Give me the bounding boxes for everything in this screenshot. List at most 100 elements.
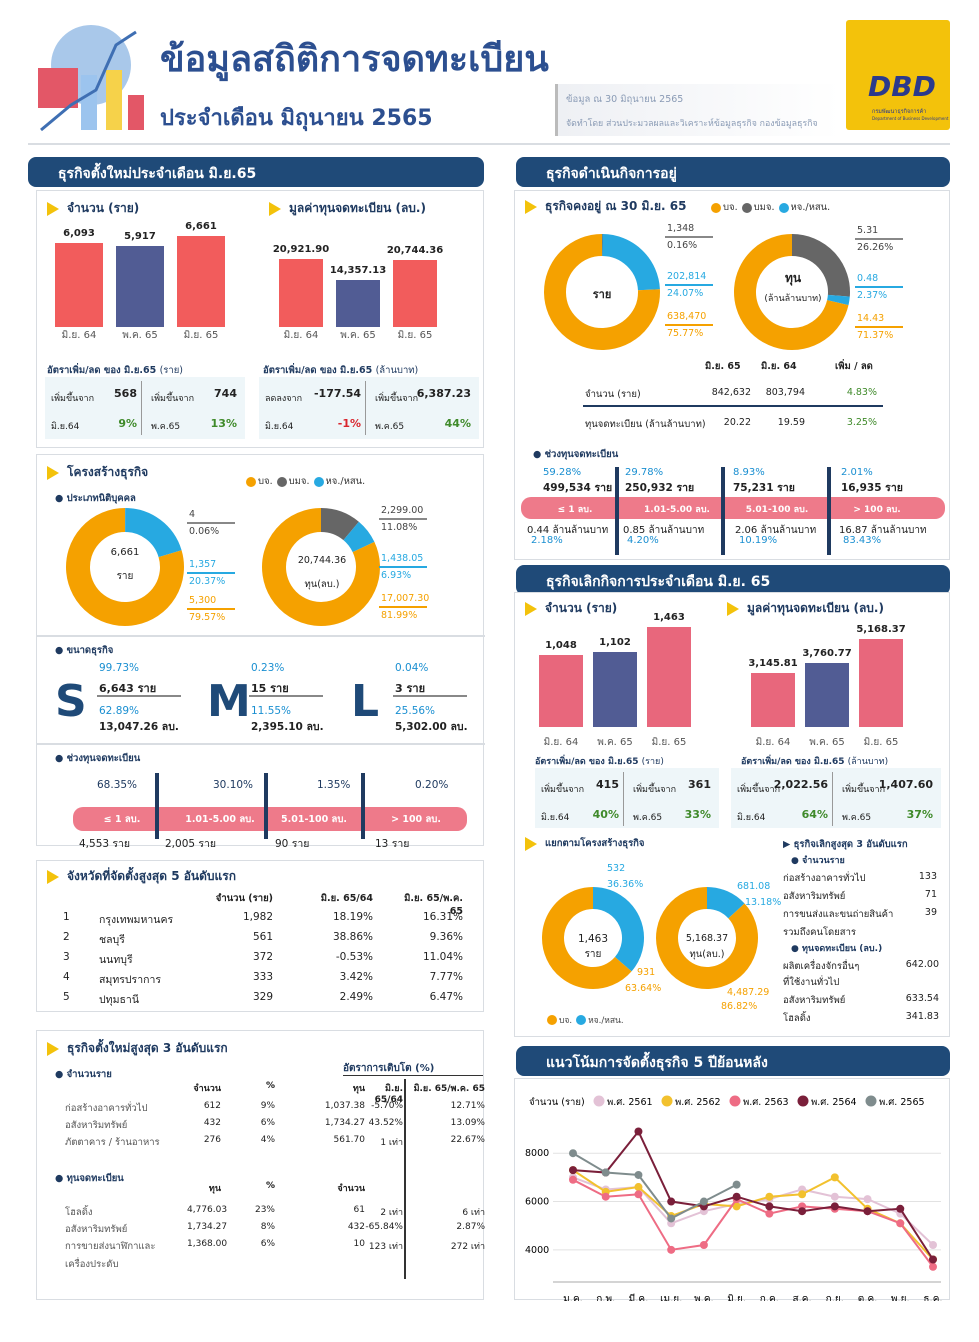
bar-value-label: 6,661 (185, 220, 217, 232)
business-name: อสังหาริมทรัพย์ (65, 1120, 128, 1131)
table-cell: 10 (353, 1239, 365, 1249)
table-cell: -65.84% (365, 1222, 403, 1232)
donut-value-label: 2,299.00 (381, 505, 424, 516)
closed-rate-box-count: เพิ่มขึ้นจาก 415 มิ.ย.64 40% เพิ่มขึ้นจาก 361… (535, 768, 719, 828)
range-capital: 2.06 ล้านล้านบาท (735, 525, 817, 536)
bar (539, 655, 583, 727)
data-point (929, 1262, 937, 1271)
section-title: ● จำนวนราย (55, 1069, 112, 1080)
data-point (699, 1197, 708, 1206)
table-cell: 22.67% (450, 1135, 485, 1145)
business-name: อสังหาริมทรัพย์ (65, 1224, 128, 1235)
rank: 2 (63, 931, 70, 943)
legend-dot (711, 202, 721, 213)
bar-value-label: 6,093 (63, 228, 95, 240)
info-date: ข้อมูล ณ 30 มิถุนายน 2565 (566, 94, 684, 105)
legend-dot (593, 1095, 605, 1107)
category-label: มิ.ย. 64 (755, 737, 791, 748)
range-title: ● ช่วงทุนจดทะเบียน (55, 753, 141, 764)
donut-segment (66, 508, 184, 626)
row-label: จำนวน (ราย) (585, 389, 641, 400)
table-cell: 16.31% (422, 911, 463, 923)
donut-percent-label: 63.64% (625, 983, 662, 994)
data-point (732, 1180, 741, 1189)
bar (279, 259, 323, 327)
range-percent: 30.10% (213, 779, 254, 791)
x-tick-label: ก.พ. (596, 1294, 615, 1301)
range-percent: 59.28% (543, 467, 582, 478)
size-count-value: 15 ราย (251, 682, 289, 695)
range-count: 16,935 ราย (841, 482, 903, 494)
table-cell: 20.22 (723, 417, 751, 428)
table-cell: 272 เท่า (450, 1242, 485, 1252)
size-capital-value: 2,395.10 ลบ. (251, 721, 324, 733)
data-point (634, 1190, 643, 1199)
rate-period: มิ.ย.64 (51, 422, 80, 432)
rate-percent: 37% (906, 808, 933, 821)
donut-percent-label: 75.77% (667, 328, 704, 339)
business-name: โฮลดิ้ง (65, 1207, 93, 1218)
active-capital-donut (734, 234, 850, 350)
data-point (569, 1149, 577, 1158)
donut-segment (791, 234, 850, 297)
table-cell: 432 (203, 1118, 221, 1128)
table-cell: 9% (260, 1101, 275, 1111)
bar (859, 639, 903, 727)
donut-segment (320, 508, 359, 541)
range-percent: 2.01% (841, 467, 873, 478)
column-header: มิ.ย. 65/64 (320, 893, 373, 904)
legend-dot (741, 202, 752, 213)
triangle-icon (525, 836, 537, 851)
rate-value: 2,022.56 (773, 778, 828, 791)
donut-percent-label: 36.36% (607, 879, 644, 890)
category-label: มิ.ย. 64 (61, 330, 97, 341)
table-cell: 19.59 (777, 417, 805, 428)
range-count: 2,005 ราย (165, 838, 217, 850)
donut-segment (544, 234, 660, 350)
table-cell: 8% (260, 1222, 275, 1232)
table-cell: 1,734.27 (324, 1118, 365, 1128)
range-capital-percent: 4.20% (627, 535, 659, 546)
legend-label: บจ. (258, 476, 273, 487)
x-tick-label: เม.ย. (660, 1294, 682, 1301)
donut-value-label: 1,438.05 (381, 553, 424, 564)
range-count: 90 ราย (275, 838, 310, 850)
category-label: มิ.ย. 64 (543, 737, 579, 748)
data-point (634, 1127, 643, 1136)
type-capital-donut (262, 508, 380, 626)
data-point (929, 1255, 937, 1264)
rate-label: ลดลงจาก (265, 394, 303, 404)
category-label: มิ.ย. 65 (863, 737, 899, 748)
size-capital-percent: 25.56% (395, 705, 436, 717)
table-cell: 4.83% (846, 387, 877, 398)
range-count: 250,932 ราย (625, 482, 695, 494)
closed-count-donut (542, 887, 644, 989)
table-cell: 6 เท่า (462, 1208, 485, 1218)
x-tick-label: ม.ค. (563, 1294, 583, 1301)
donut-value-label: 4,487.29 (727, 987, 770, 998)
rank: 5 (63, 991, 70, 1003)
data-point (896, 1204, 905, 1213)
data-point (569, 1175, 577, 1184)
donut-value-label: 14.43 (857, 313, 885, 324)
business-name: การขนส่งและขนถ่ายสินค้า (783, 909, 894, 920)
range-divider (155, 773, 159, 839)
donut-center-value: 5,168.37 (685, 933, 729, 944)
logo-sub-en: Department of Business Development (872, 116, 949, 121)
range-percent: 1.35% (317, 779, 351, 791)
donut-segment (734, 234, 849, 350)
rate-value: 744 (214, 387, 237, 400)
range-label: 1.01-5.00 ลบ. (644, 505, 710, 515)
rate-percent: -1% (337, 417, 361, 430)
donut-value-label: 0.48 (857, 273, 879, 284)
data-point (798, 1190, 807, 1199)
donut-value-label: 681.08 (737, 881, 771, 892)
table-cell: 329 (252, 991, 273, 1003)
rate-period: พ.ค.65 (633, 813, 663, 823)
closed-struct-title: แยกตามโครงสร้างธุรกิจ (525, 836, 645, 851)
donut-percent-label: 0.06% (189, 526, 220, 537)
table-cell: 43.52% (368, 1118, 403, 1128)
range-label: 1.01-5.00 ลบ. (185, 814, 255, 825)
rate-label: เพิ่มขึ้นจาก (633, 785, 677, 795)
size-count-percent: 0.23% (251, 662, 285, 674)
